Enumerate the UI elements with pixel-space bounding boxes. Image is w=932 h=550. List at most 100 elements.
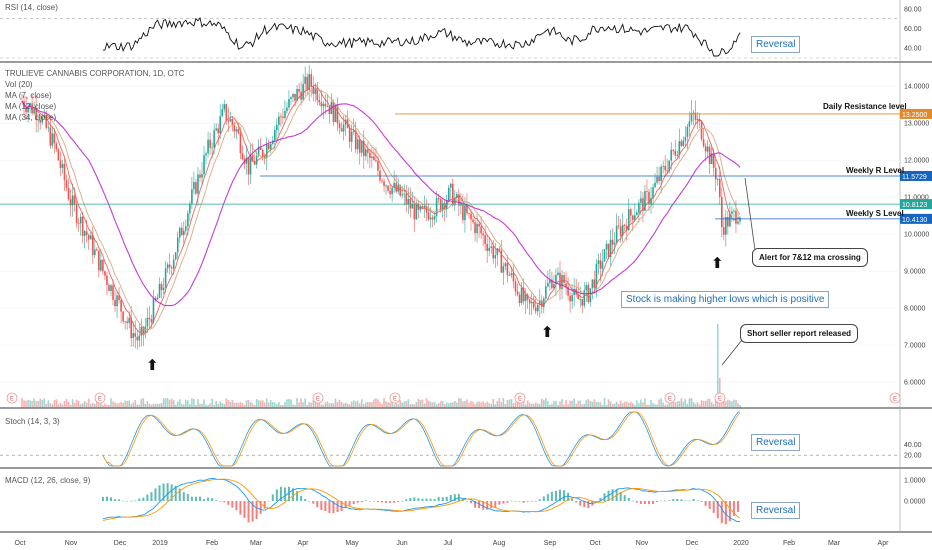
macd-histogram-bar: [558, 489, 561, 501]
macd-histogram-bar: [530, 500, 533, 502]
candle-body: [433, 215, 436, 220]
volume-bar: [549, 404, 551, 408]
volume-bar: [255, 399, 258, 408]
volume-bar: [193, 399, 195, 408]
candle-body: [98, 250, 100, 271]
candle-body: [583, 290, 586, 306]
volume-bar: [174, 404, 177, 408]
macd-histogram-bar: [696, 500, 699, 502]
candle-body: [625, 225, 628, 231]
candle-body: [543, 298, 545, 308]
candle-body: [51, 133, 54, 146]
candle-body: [310, 74, 313, 87]
macd-histogram-bar: [506, 501, 509, 503]
volume-bar: [314, 401, 317, 408]
candle-body: [122, 311, 124, 322]
macd-histogram-bar: [364, 500, 367, 502]
candle-body: [338, 123, 341, 129]
candle-body: [35, 108, 37, 120]
candle-body: [632, 215, 634, 220]
volume-bar: [704, 400, 707, 408]
candle-body: [102, 259, 104, 272]
candle-body: [729, 213, 731, 227]
volume-bar: [29, 400, 31, 408]
macd-histogram-bar: [223, 501, 226, 503]
macd-label: MACD (12, 26, close, 9): [5, 476, 91, 485]
volume-bar: [735, 399, 737, 408]
candle-body: [363, 140, 365, 157]
candle-body: [484, 235, 486, 244]
volume-bar: [225, 398, 228, 408]
volume-bar: [67, 402, 70, 408]
macd-histogram-bar: [425, 498, 428, 501]
candle-body: [549, 279, 551, 284]
volume-bar: [324, 402, 327, 408]
volume-bar: [316, 398, 319, 408]
volume-bar: [437, 403, 440, 408]
month-tick: Feb: [206, 540, 218, 547]
candle-body: [25, 107, 27, 113]
candle-body: [57, 149, 60, 161]
macd-histogram-bar: [401, 501, 404, 502]
candle-body: [603, 249, 606, 262]
volume-bar: [725, 401, 727, 408]
volume-bar: [53, 400, 56, 408]
candle-body: [735, 210, 737, 224]
volume-bar: [160, 403, 163, 408]
volume-bar: [399, 400, 402, 408]
volume-bar: [623, 401, 626, 408]
macd-histogram-bar: [320, 501, 323, 510]
volume-bar: [557, 404, 559, 408]
volume-bar: [322, 404, 325, 408]
volume-bar: [356, 400, 359, 408]
candle-body: [73, 195, 76, 205]
candle-body: [676, 155, 679, 156]
candle-body: [577, 294, 579, 300]
candle-body: [642, 198, 644, 211]
candle-body: [334, 104, 337, 122]
volume-bar: [460, 398, 462, 408]
candle-body: [265, 144, 268, 159]
candle-body: [579, 299, 582, 300]
macd-histogram-bar: [324, 501, 327, 511]
candle-body: [223, 104, 226, 110]
candle-body: [494, 255, 497, 259]
candle-body: [555, 274, 557, 285]
candle-body: [253, 161, 256, 165]
volume-bar: [538, 404, 541, 408]
volume-bar: [646, 404, 648, 408]
macd-histogram-bar: [296, 491, 299, 501]
month-tick: Oct: [15, 540, 26, 547]
candle-body: [158, 283, 161, 298]
candle-body: [710, 153, 713, 164]
candle-body: [648, 191, 650, 205]
volume-bar: [379, 402, 381, 408]
volume-bar: [114, 402, 116, 408]
candle-body: [468, 212, 470, 214]
month-tick: May: [345, 540, 359, 547]
ma12-label: MA (12, close): [5, 102, 57, 111]
candle-body: [229, 119, 232, 122]
candle-body: [682, 140, 685, 146]
volume-bar: [733, 399, 735, 408]
volume-bar: [658, 399, 660, 408]
macd-histogram-bar: [635, 501, 638, 503]
volume-bar: [55, 399, 58, 408]
price-tick: 13.0000: [904, 121, 929, 128]
macd-histogram-bar: [194, 496, 197, 501]
volume-bar: [591, 401, 594, 408]
macd-histogram-bar: [146, 494, 149, 501]
candle-body: [696, 119, 699, 121]
candle-body: [172, 259, 175, 269]
candle-body: [407, 198, 410, 205]
candle-body: [456, 194, 458, 199]
candle-body: [567, 286, 569, 296]
volume-bar: [466, 399, 468, 408]
volume-bar: [579, 400, 582, 408]
candle-body: [674, 150, 677, 156]
volume-bar: [737, 403, 739, 408]
candle-body: [308, 74, 310, 90]
candle-body: [680, 141, 683, 146]
volume-bar: [680, 398, 683, 408]
